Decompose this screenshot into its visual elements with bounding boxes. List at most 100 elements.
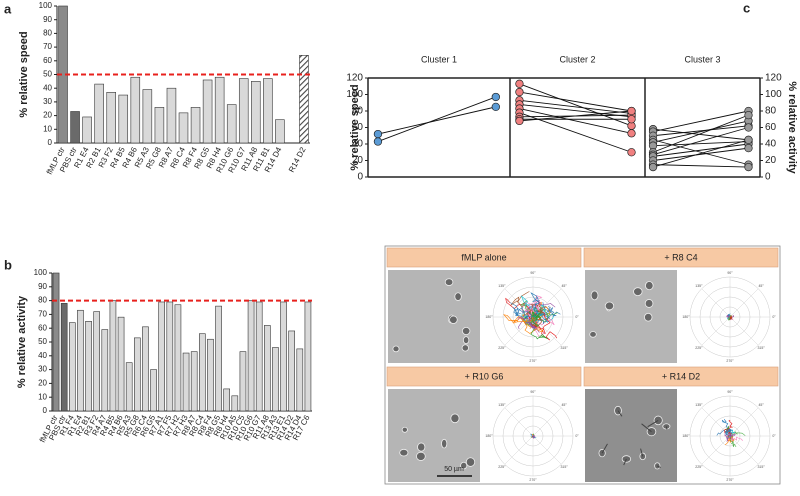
condition-header-label: + R14 D2	[662, 371, 700, 381]
cell	[449, 315, 458, 324]
bar	[93, 311, 100, 412]
polar-angle-label: 90°	[530, 390, 536, 394]
trajectory	[530, 316, 548, 340]
bar	[239, 351, 247, 412]
cell-process	[641, 423, 652, 433]
polar-spoke	[701, 435, 731, 465]
condition-header-label: + R10 G6	[465, 371, 504, 381]
panel-letter: a	[4, 1, 12, 16]
activity-point	[627, 148, 636, 157]
y-tick-label: 40	[352, 139, 364, 150]
pair-line	[652, 128, 749, 141]
y-tick-label: 80	[352, 106, 364, 117]
pair-line	[652, 127, 749, 156]
y-tick-label: 100	[39, 1, 53, 10]
y-tick-label: 90	[38, 282, 47, 291]
polar-angle-label: 0°	[772, 315, 776, 319]
y2-tick-label: 120	[765, 73, 782, 84]
y-axis-label: % relative activity	[16, 295, 28, 388]
pair-line	[519, 99, 632, 114]
polar-spoke	[729, 316, 759, 346]
bar	[109, 300, 117, 412]
bar	[190, 351, 198, 412]
bar	[158, 301, 165, 412]
pair-line	[652, 139, 749, 166]
bar	[178, 112, 189, 144]
bar	[94, 83, 104, 144]
speed-point	[515, 79, 524, 88]
pair-line	[653, 125, 749, 137]
y-tick-label: 0	[43, 406, 48, 415]
speed-point	[373, 137, 383, 146]
speed-point	[648, 162, 658, 172]
x-tick-label: R14 D2	[287, 145, 308, 174]
polar-spoke	[701, 316, 731, 346]
y-tick-label: 20	[352, 155, 364, 166]
cell	[461, 344, 469, 352]
bar	[215, 305, 222, 412]
pair-line	[653, 164, 749, 168]
pair-line	[377, 106, 496, 135]
y-tick-label: 30	[43, 97, 52, 106]
cluster-title: Cluster 1	[421, 54, 457, 64]
polar-angle-label: 180°	[485, 315, 493, 319]
bar	[142, 326, 149, 412]
bar	[154, 107, 165, 144]
polar-angle-label: 45°	[758, 284, 764, 288]
cell	[465, 457, 476, 467]
pair-line	[652, 147, 749, 161]
polar-angle-label: 180°	[682, 434, 690, 438]
bar	[255, 301, 263, 412]
activity-point	[627, 106, 636, 116]
pair-line	[652, 110, 749, 133]
polar-angle-label: 180°	[485, 434, 493, 438]
polar-angle-label: 180°	[682, 315, 690, 319]
bar	[106, 92, 116, 144]
panel-letter: b	[4, 257, 12, 272]
cell-process	[647, 419, 659, 428]
cell-process	[623, 458, 627, 466]
speed-point	[515, 87, 524, 97]
cell	[401, 426, 408, 433]
trajectory	[726, 314, 731, 319]
bar	[202, 79, 213, 144]
y-axis-label: % relative speed	[349, 84, 361, 170]
activity-point	[744, 135, 753, 145]
pair-line	[652, 139, 749, 168]
trajectory	[531, 311, 542, 327]
polar-angle-label: 0°	[575, 434, 579, 438]
pair-line	[652, 143, 749, 157]
bar	[275, 119, 285, 144]
cell	[392, 345, 400, 353]
bar	[304, 301, 312, 412]
bar	[251, 81, 261, 144]
bar	[247, 300, 255, 412]
cell	[450, 413, 460, 424]
polar-spoke	[504, 435, 534, 465]
polar-spoke	[729, 288, 759, 318]
trajectory	[520, 300, 536, 325]
cell-process	[665, 426, 668, 430]
polar-angle-label: 225°	[498, 346, 506, 350]
polar-angle-label: 45°	[758, 403, 764, 407]
activity-point	[627, 129, 636, 138]
bar	[117, 316, 125, 412]
polar-angle-label: 135°	[695, 284, 703, 288]
y-tick-label: 100	[34, 268, 48, 277]
cell	[604, 301, 615, 311]
activity-point	[744, 162, 753, 172]
polar-spoke	[532, 407, 562, 437]
y2-tick-label: 40	[765, 139, 777, 150]
trajectory	[532, 307, 542, 318]
polar-angle-label: 90°	[530, 271, 536, 275]
y-tick-label: 0	[48, 138, 53, 147]
polar-angle-label: 315°	[757, 346, 765, 350]
cell	[590, 290, 599, 301]
bar	[125, 362, 133, 412]
panel-letter: c	[743, 0, 750, 15]
trajectory	[523, 316, 544, 334]
condition-header	[386, 366, 582, 387]
trajectory	[520, 303, 556, 320]
cell	[644, 312, 653, 322]
